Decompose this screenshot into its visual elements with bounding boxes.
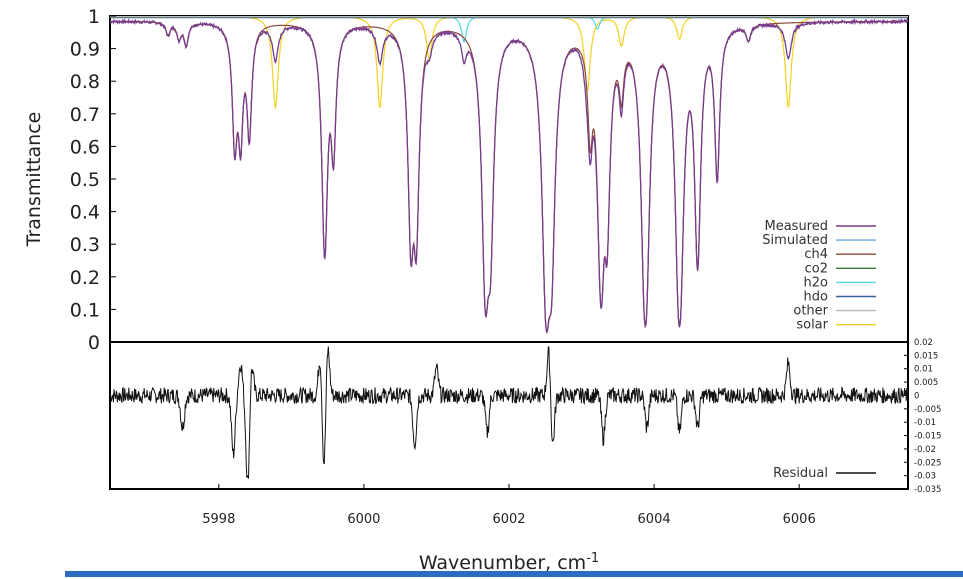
series-line-simulated <box>110 20 908 332</box>
legend-label: co2 <box>805 261 828 276</box>
x-axis: 5998 6000 6002 6004 6006 <box>202 484 816 527</box>
x-tick-label: 6002 <box>492 512 525 527</box>
residual-curve <box>110 346 908 479</box>
x-tick-label: 6000 <box>347 512 380 527</box>
residual-tick-label: -0.035 <box>914 485 941 495</box>
residual-tick-label: -0.015 <box>914 432 941 442</box>
legend-label: h2o <box>804 275 829 290</box>
y-tick-label: 0.3 <box>70 234 100 256</box>
legend-label: Simulated <box>762 233 828 248</box>
residual-tick-label: 0.02 <box>914 338 933 348</box>
residual-tick-label: -0.025 <box>914 458 941 468</box>
residual-tick-label: 0 <box>914 391 919 401</box>
transmittance-y-axis: 0 0.1 0.2 0.3 0.4 0.5 0.6 0.7 0.8 0.9 1 <box>70 6 116 354</box>
footer-accent-bar <box>65 571 963 577</box>
series-line-residual <box>110 346 908 479</box>
legend-label: Measured <box>764 219 828 234</box>
legend-label: ch4 <box>804 247 828 262</box>
residual-y-axis: 0.02 0.015 0.01 0.005 0 -0.005 -0.01 -0.015 -0.0… <box>904 338 941 495</box>
series-line-ch4 <box>110 20 908 332</box>
y-tick-label: 0.6 <box>70 136 100 158</box>
y-tick-label: 0.9 <box>70 39 100 61</box>
residual-tick-label: 0.01 <box>914 365 933 375</box>
series-line-measured <box>110 17 908 334</box>
y-tick-label: 0.2 <box>70 267 100 289</box>
residual-tick-label: -0.02 <box>914 445 936 455</box>
y-tick-label: 0.8 <box>70 71 100 93</box>
residual-tick-label: -0.03 <box>914 472 936 482</box>
transmittance-curves <box>110 16 908 334</box>
legend-label: solar <box>796 318 828 333</box>
transmittance-panel: 0 0.1 0.2 0.3 0.4 0.5 0.6 0.7 0.8 0.9 1 Transmitta… <box>23 6 909 354</box>
residual-tick-label: -0.01 <box>914 418 936 428</box>
y-axis-title: Transmittance <box>23 112 45 248</box>
residual-tick-label: -0.005 <box>914 405 941 415</box>
residual-legend: Residual <box>773 466 876 481</box>
residual-panel: 0.02 0.015 0.01 0.005 0 -0.005 -0.01 -0.015 -0.0… <box>109 338 941 575</box>
legend-label-residual: Residual <box>773 466 828 481</box>
x-axis-title-exponent: -1 <box>586 551 599 566</box>
y-tick-label: 0 <box>88 332 100 354</box>
residual-tick-label: 0.005 <box>914 378 938 388</box>
y-tick-label: 0.7 <box>70 104 100 126</box>
legend-label: hdo <box>804 290 828 305</box>
x-tick-label: 5998 <box>202 512 235 527</box>
x-axis-title: Wavenumber, cm-1 <box>419 551 599 575</box>
residual-tick-label: 0.015 <box>914 351 938 361</box>
y-tick-label: 1 <box>88 6 100 28</box>
series-line-h2o <box>110 16 908 44</box>
x-tick-label: 6004 <box>638 512 671 527</box>
x-axis-title-text: Wavenumber, cm <box>419 552 586 574</box>
y-tick-label: 0.5 <box>70 169 100 191</box>
legend-label: other <box>793 304 828 319</box>
x-tick-label: 6006 <box>783 512 816 527</box>
y-tick-label: 0.4 <box>70 202 100 224</box>
y-tick-label: 0.1 <box>70 299 100 321</box>
